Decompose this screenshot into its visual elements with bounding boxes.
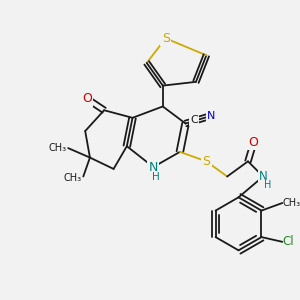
Text: N: N — [207, 111, 215, 121]
Text: C: C — [190, 115, 198, 125]
Text: CH₃: CH₃ — [48, 143, 66, 153]
Text: N: N — [259, 170, 268, 183]
Text: O: O — [82, 92, 92, 105]
Text: H: H — [152, 172, 160, 182]
Text: H: H — [264, 180, 272, 190]
Text: CH₃: CH₃ — [282, 198, 300, 208]
Text: CH₃: CH₃ — [63, 173, 81, 183]
Text: O: O — [249, 136, 259, 149]
Text: S: S — [202, 155, 210, 168]
Text: S: S — [162, 32, 170, 45]
Text: Cl: Cl — [282, 235, 294, 248]
Text: N: N — [149, 160, 158, 173]
